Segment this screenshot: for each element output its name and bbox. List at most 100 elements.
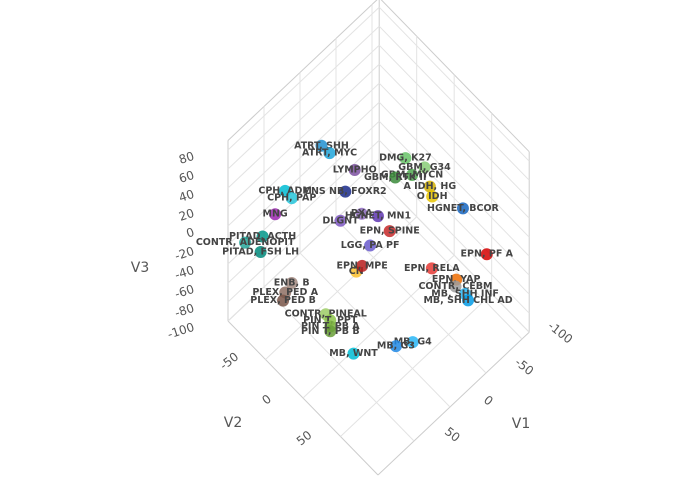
grid-line (227, 44, 380, 189)
point-label: CONTR, PINEAL (285, 309, 367, 320)
point-label: CONTR, ADENOPIT (196, 237, 295, 248)
z-tick-label: 60 (177, 168, 196, 186)
grid-line (340, 293, 493, 437)
point-label: MB, G3 (377, 341, 415, 352)
point-label: PIN T, PB B (301, 326, 360, 337)
grid-line (378, 82, 530, 238)
point-label: GBM, MYCN (381, 169, 443, 180)
z-tick-label: -100 (166, 320, 196, 342)
point-label: HGNET, MN1 (345, 211, 411, 222)
point-label: MNG (263, 209, 288, 220)
z-axis-title: V3 (131, 260, 149, 276)
point (462, 294, 475, 307)
point (277, 294, 290, 307)
x-tick-label: -100 (545, 319, 575, 347)
point-label: LGG, PA PF (341, 240, 400, 251)
grid-line (378, 25, 530, 181)
z-tick-label: 0 (184, 225, 196, 241)
point-label: DLGNT (322, 215, 359, 226)
z-tick-label: 20 (177, 206, 196, 224)
point-label: MB, WNT (329, 348, 378, 359)
point-label: LYMPHO (333, 165, 377, 176)
point-label: DMG, K27 (379, 153, 432, 164)
x-tick-label: -50 (512, 355, 536, 378)
point (315, 139, 328, 152)
point-label: PLEX, PED B (250, 295, 316, 306)
box-edge (227, 0, 378, 141)
grid-line (378, 63, 530, 219)
point-label: CNS NB, FOXR2 (304, 186, 387, 197)
grid-line (302, 254, 455, 399)
y-tick-label: -50 (217, 350, 241, 373)
point-label: EPN, YAP (432, 274, 481, 285)
grid-line (378, 44, 530, 200)
grid-line (378, 6, 530, 162)
grid-line (265, 216, 418, 360)
point (285, 192, 298, 205)
point (406, 336, 419, 349)
point (285, 277, 298, 290)
point (399, 152, 412, 165)
grid-line (227, 139, 380, 284)
grid-line (227, 63, 380, 208)
point-label: EPN, MPE (337, 260, 388, 271)
point (406, 168, 419, 181)
grid-line (378, 101, 530, 257)
box-edge (377, 331, 530, 476)
point (389, 340, 402, 353)
grid-line (227, 158, 380, 303)
point-label: PITAD, FSH LH (222, 246, 299, 257)
point-label: EPN, SPINE (360, 226, 420, 237)
x-tick-label: 0 (481, 393, 496, 409)
grid-line (227, 177, 380, 322)
point-label: MB, SHH INF (431, 289, 499, 300)
grid-line (378, 158, 530, 314)
grid-line (378, 139, 530, 295)
z-tick-label: -40 (173, 263, 196, 282)
x-axis-title: V1 (512, 416, 530, 432)
point (254, 245, 267, 258)
point-label: ATRT, SHH (294, 140, 349, 151)
point (348, 164, 361, 177)
y-tick-label: 50 (294, 428, 315, 448)
point-label: O IDH (417, 191, 448, 202)
point-label: MB, G4 (394, 337, 432, 348)
point-label: CN (349, 266, 364, 277)
point-label: MB, SHH CHL AD (423, 295, 512, 306)
point (347, 347, 360, 360)
z-tick-label: -60 (173, 282, 196, 301)
point-label: CPH, ADM (258, 185, 312, 196)
grid-line (227, 101, 380, 246)
point-label: HGNET, BCOR (427, 203, 500, 214)
point (324, 325, 337, 338)
x-tick-label: 50 (442, 424, 463, 444)
point (256, 230, 269, 243)
point (239, 236, 252, 249)
point (389, 171, 402, 184)
point (269, 208, 282, 221)
point-label: EPN, PF A (461, 249, 514, 260)
point (371, 210, 384, 223)
point (425, 262, 438, 275)
point-label: PLEX, PED A (252, 287, 318, 298)
grid-line (227, 6, 380, 151)
point-label: ENB, B (274, 278, 310, 289)
point (364, 239, 377, 252)
point (339, 185, 352, 198)
z-tick-label: 80 (177, 149, 196, 167)
point-label: CONTR, CEBM (418, 281, 492, 292)
point (355, 207, 368, 220)
grid-line (378, 177, 530, 333)
z-tick-label: 40 (177, 187, 196, 205)
point-label: EPN, RELA (404, 263, 460, 274)
point (456, 202, 469, 215)
point (426, 190, 439, 203)
point (480, 248, 493, 261)
point (418, 161, 431, 174)
point-label: PITAD, ACTH (229, 231, 296, 242)
grid-line (227, 25, 380, 170)
point (383, 225, 396, 238)
z-tick-label: -80 (173, 301, 196, 320)
z-tick-label: -20 (173, 244, 196, 263)
